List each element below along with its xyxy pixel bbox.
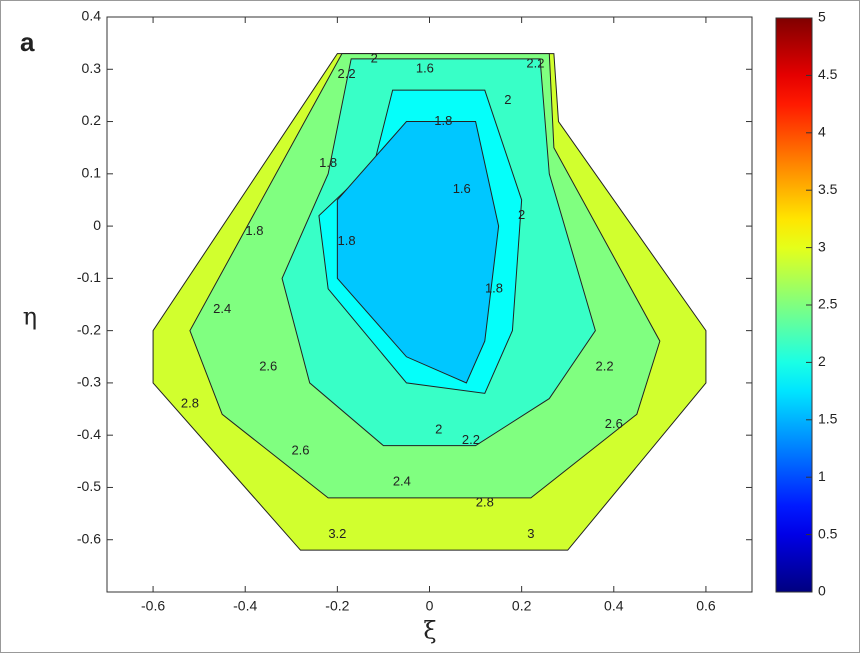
contour-label: 2.6 — [605, 416, 623, 431]
y-tick-label: -0.5 — [77, 478, 101, 494]
y-tick-label: -0.6 — [77, 530, 101, 546]
x-tick-label: 0.2 — [512, 598, 532, 614]
contour-region — [336, 121, 500, 384]
y-tick-label: -0.4 — [77, 426, 101, 442]
x-tick-label: -0.2 — [325, 598, 349, 614]
y-tick-label: 0.4 — [82, 8, 102, 24]
colorbar-tick-label: 2 — [818, 353, 826, 369]
x-tick-label: -0.4 — [233, 598, 257, 614]
colorbar-tick-label: 1 — [818, 468, 826, 484]
y-tick-label: -0.2 — [77, 321, 101, 337]
x-tick-label: 0.6 — [696, 598, 716, 614]
y-tick-label: 0 — [93, 217, 101, 233]
contour-label: 2.8 — [181, 395, 199, 410]
contour-label: 2.2 — [338, 66, 356, 81]
colorbar-tick-label: 4.5 — [818, 66, 838, 82]
y-axis-label: η — [23, 303, 37, 331]
colorbar-tick-label: 2.5 — [818, 296, 838, 312]
x-tick-label: 0.4 — [604, 598, 624, 614]
contour-label: 1.8 — [245, 223, 263, 238]
y-tick-label: 0.2 — [82, 112, 102, 128]
contour-label: 2.4 — [393, 474, 411, 489]
contour-label: 1.8 — [338, 233, 356, 248]
contour-label: 2 — [518, 207, 525, 222]
colorbar-tick-label: 1.5 — [818, 411, 838, 427]
x-tick-label: 0 — [426, 598, 434, 614]
contour-label: 2 — [371, 50, 378, 65]
contour-label: 1.8 — [485, 280, 503, 295]
contour-label: 1.6 — [416, 61, 434, 76]
x-tick-label: -0.6 — [141, 598, 165, 614]
contour-label: 2.4 — [213, 301, 231, 316]
contour-label: 2.8 — [476, 495, 494, 510]
contour-label: 2.6 — [291, 442, 309, 457]
y-tick-label: -0.1 — [77, 269, 101, 285]
panel-label: a — [20, 27, 35, 57]
colorbar-tick-label: 0 — [818, 583, 826, 599]
contour-label: 1.8 — [319, 155, 337, 170]
colorbar-tick-label: 4 — [818, 124, 826, 140]
y-tick-label: 0.1 — [82, 165, 102, 181]
contour-label: 2.2 — [462, 432, 480, 447]
colorbar-tick-label: 3 — [818, 238, 826, 254]
y-tick-label: 0.3 — [82, 60, 102, 76]
colorbar-tick-label: 0.5 — [818, 525, 838, 541]
y-tick-label: -0.3 — [77, 374, 101, 390]
contour-label: 2.6 — [259, 359, 277, 374]
contour-label: 2.2 — [596, 359, 614, 374]
colorbar-tick-label: 5 — [818, 9, 826, 25]
contour-label: 3.2 — [328, 526, 346, 541]
contour-label: 2 — [504, 92, 511, 107]
contour-label: 1.8 — [434, 113, 452, 128]
colorbar-tick-label: 3.5 — [818, 181, 838, 197]
contour-label: 3 — [527, 526, 534, 541]
contour-label: 1.6 — [453, 181, 471, 196]
plot-area: 2 1.6 2.2 2.2 1.8 2 1.8 1.6 1.8 1.8 1.8 2 2.4 2.6 2.2 2… — [152, 50, 707, 551]
contour-label: 2 — [435, 421, 442, 436]
contour-label: 2.2 — [526, 55, 544, 70]
x-axis-label: ξ — [423, 617, 436, 645]
